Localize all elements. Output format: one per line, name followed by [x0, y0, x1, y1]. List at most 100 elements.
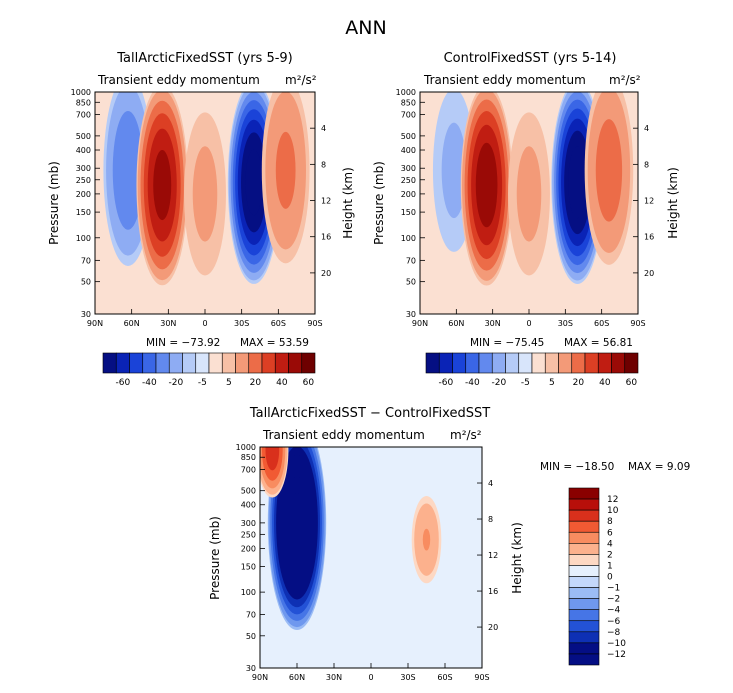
- panel-control: ControlFixedSST (yrs 5-14) Transient edd…: [372, 51, 680, 388]
- colorbar-swatch: [129, 352, 144, 374]
- colorbar-swatch: [568, 576, 600, 588]
- y-tick-label: 300: [76, 164, 91, 173]
- colorbar-label: −6: [607, 617, 621, 627]
- panel-3-max: MAX = 9.09: [628, 461, 690, 473]
- panel-2-height-label: Height (km): [666, 167, 680, 238]
- y-tick-label: 200: [241, 544, 256, 553]
- contour-level: [288, 493, 306, 553]
- panel-1-subtitle: Transient eddy momentum: [97, 73, 260, 87]
- colorbar-swatch: [274, 352, 289, 374]
- y-tick-label: 100: [401, 234, 416, 243]
- panel-3-height-ticks: 20 16 12 8 4: [477, 479, 498, 632]
- colorbar-swatch: [115, 352, 130, 374]
- panel-2-colorbar: -60 -40 -20 -5 5 20 40 60: [425, 352, 639, 388]
- x-tick-label: 90N: [87, 319, 103, 328]
- colorbar-swatch: [568, 509, 600, 522]
- y-tick-label: 250: [241, 530, 256, 539]
- colorbar-swatch: [568, 653, 600, 666]
- colorbar-label: 40: [276, 378, 288, 388]
- x-tick-label: 0: [526, 319, 531, 328]
- colorbar-label: 5: [549, 378, 555, 388]
- y-tick-label: 500: [401, 132, 416, 141]
- height-tick-label: 16: [321, 233, 331, 242]
- colorbar-swatch: [478, 352, 493, 374]
- height-tick-label: 16: [644, 233, 654, 242]
- y-tick-label: 70: [406, 256, 416, 265]
- panel-3-contour-field: [260, 447, 482, 668]
- y-tick-label: 30: [406, 310, 416, 319]
- y-tick-label: 500: [76, 132, 91, 141]
- y-tick-label: 1000: [71, 88, 91, 97]
- colorbar-swatch: [142, 352, 157, 374]
- x-tick-label: 60N: [124, 319, 140, 328]
- colorbar-swatch: [155, 352, 170, 374]
- y-tick-label: 50: [81, 278, 91, 287]
- panel-3-min: MIN = −18.50: [540, 461, 614, 473]
- panel-3-height-label: Height (km): [510, 522, 524, 593]
- y-tick-label: 1000: [236, 443, 256, 452]
- colorbar-label: 60: [303, 378, 315, 388]
- colorbar-swatch: [611, 352, 626, 374]
- panel-3-y-label: Pressure (mb): [208, 516, 222, 600]
- colorbar-swatch: [102, 352, 117, 374]
- x-tick-label: 60S: [594, 319, 609, 328]
- panel-2-y-label: Pressure (mb): [372, 161, 386, 245]
- colorbar-swatch: [584, 352, 599, 374]
- colorbar-swatch: [235, 352, 250, 374]
- y-tick-label: 100: [76, 234, 91, 243]
- x-tick-label: 60N: [289, 673, 305, 682]
- height-tick-label: 12: [644, 197, 654, 206]
- height-tick-label: 8: [488, 515, 493, 524]
- panel-3-subtitle: Transient eddy momentum: [262, 428, 425, 442]
- colorbar-swatch: [452, 352, 467, 374]
- x-tick-label: 90N: [252, 673, 268, 682]
- y-tick-label: 100: [241, 588, 256, 597]
- y-tick-label: 200: [401, 190, 416, 199]
- y-tick-label: 300: [401, 164, 416, 173]
- colorbar-label: -5: [521, 378, 530, 388]
- colorbar-swatch: [288, 352, 303, 374]
- panel-1-colorbar: -60 -40 -20 -5 5 20 40 60: [102, 352, 316, 388]
- colorbar-label: −10: [607, 639, 626, 649]
- panel-1-title: TallArcticFixedSST (yrs 5-9): [116, 51, 293, 66]
- x-tick-label: 90S: [474, 673, 489, 682]
- height-tick-label: 4: [644, 124, 649, 133]
- y-tick-label: 700: [76, 111, 91, 120]
- x-tick-label: 90S: [630, 319, 645, 328]
- colorbar-label: -40: [142, 378, 157, 388]
- contour-level: [475, 142, 498, 228]
- panel-difference: TallArcticFixedSST − ControlFixedSST Tra…: [208, 406, 690, 682]
- colorbar-label: 20: [573, 378, 585, 388]
- x-tick-label: 0: [202, 319, 207, 328]
- colorbar-label: 1: [607, 561, 613, 571]
- colorbar-swatch: [491, 352, 506, 374]
- colorbar-swatch: [465, 352, 480, 374]
- colorbar-swatch: [568, 609, 600, 622]
- x-tick-label: 0: [368, 673, 373, 682]
- colorbar-swatch: [208, 352, 223, 374]
- colorbar-swatch: [301, 352, 316, 374]
- colorbar-label: -20: [492, 378, 507, 388]
- x-tick-label: 90N: [412, 319, 428, 328]
- contour-level: [441, 122, 467, 219]
- x-tick-label: 30N: [485, 319, 501, 328]
- colorbar-label: -5: [198, 378, 207, 388]
- y-tick-label: 700: [241, 465, 256, 474]
- colorbar-swatch: [571, 352, 586, 374]
- colorbar-swatch: [568, 531, 600, 544]
- colorbar-swatch: [544, 352, 559, 374]
- panel-2-height-ticks: 20 16 12 8 4: [633, 124, 654, 278]
- panel-2-title: ControlFixedSST (yrs 5-14): [444, 51, 617, 66]
- colorbar-swatch: [182, 352, 197, 374]
- colorbar-swatch: [261, 352, 276, 374]
- figure-title: ANN: [345, 17, 386, 39]
- x-tick-label: 60S: [437, 673, 452, 682]
- panel-2-max: MAX = 56.81: [564, 337, 633, 349]
- colorbar-label: 0: [607, 573, 613, 583]
- x-tick-label: 30N: [326, 673, 342, 682]
- y-tick-label: 500: [241, 487, 256, 496]
- y-tick-label: 300: [241, 519, 256, 528]
